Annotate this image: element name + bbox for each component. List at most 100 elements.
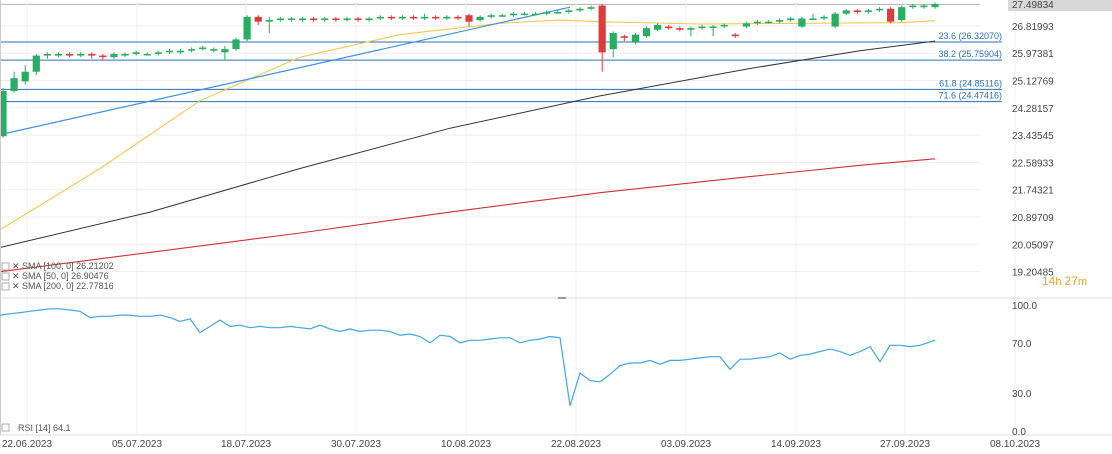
overlays: 14h 27m — [558, 274, 1087, 299]
rsi-tick-label: 30.0 — [1012, 389, 1032, 400]
candle-body — [398, 16, 407, 19]
candle-body — [421, 16, 429, 19]
candle-body — [132, 52, 140, 54]
last-price-box — [1008, 0, 1112, 11]
fib-level-label: 61.8 (24.85116) — [939, 78, 1002, 88]
date-tick-label: 10.08.2023 — [441, 439, 491, 450]
candle-body — [54, 53, 63, 56]
candle-body — [887, 8, 895, 22]
candle-body — [498, 15, 506, 17]
candle-body — [310, 18, 318, 21]
candle-body — [554, 12, 562, 14]
price-tick-label: 20.89709 — [1012, 213, 1054, 224]
rsi-tick-label: 100.0 — [1012, 301, 1037, 312]
candle-body — [920, 5, 928, 8]
candle-body — [387, 16, 395, 19]
price-tick-label: 26.81993 — [1012, 22, 1054, 33]
candle-body — [287, 18, 296, 20]
candle-body — [665, 26, 673, 29]
moving-averages — [0, 19, 936, 273]
panel-resize-handle — [558, 297, 566, 299]
date-tick-label: 08.10.2023 — [990, 439, 1040, 450]
indicator-legend-icon — [1, 262, 10, 271]
fib-level-label: 38.2 (25.75904) — [938, 49, 1002, 59]
candle-body — [77, 53, 85, 56]
price-tick-label: 22.58933 — [1012, 158, 1054, 169]
candle-body — [265, 20, 273, 22]
candle-body — [820, 16, 828, 19]
date-tick-label: 18.07.2023 — [221, 439, 271, 450]
candle-body — [487, 15, 495, 17]
fibonacci-levels: 23.6 (26.32070) 38.2 (25.75904) 61.8 (24.8… — [0, 31, 1002, 103]
candle-body — [543, 12, 551, 14]
candle-body — [376, 16, 384, 19]
fib-level-label: 23.6 (26.32070) — [938, 31, 1002, 41]
candle-body — [121, 53, 129, 56]
candle-body — [909, 5, 917, 8]
candle-body — [809, 18, 817, 20]
candle-body — [365, 18, 373, 21]
rsi-tick-label: 0.0 — [1012, 427, 1026, 438]
candle-body — [565, 10, 573, 13]
candle-body — [199, 47, 207, 50]
date-tick-label: 14.09.2023 — [771, 439, 821, 450]
candle-body — [731, 34, 739, 37]
candle-body — [875, 8, 884, 11]
candle-body — [609, 32, 617, 50]
candle-body — [432, 16, 440, 19]
price-tick-label: 24.28157 — [1012, 104, 1054, 115]
indicator-legend-icon — [1, 282, 10, 291]
candle-body — [65, 53, 74, 56]
candle-body — [798, 18, 806, 27]
candle-body — [631, 34, 640, 43]
candle-body — [831, 13, 839, 27]
candle-body — [232, 39, 240, 50]
sma-200-line — [0, 158, 936, 273]
price-tick-label: 23.43545 — [1012, 131, 1054, 142]
date-tick-label: 05.07.2023 — [112, 439, 162, 450]
indicator-legend-label: ✕ SMA [200, 0] 22.77816 — [12, 281, 114, 291]
price-tick-label: 21.74321 — [1012, 186, 1054, 197]
sma-100-line — [0, 40, 936, 248]
candle-body — [154, 52, 162, 54]
rsi-legend-label: RSI [14] 64.1 — [18, 423, 71, 433]
candle-body — [687, 28, 695, 30]
candle-body — [243, 16, 251, 40]
candle-body — [10, 78, 18, 92]
date-tick-label: 22.06.2023 — [2, 439, 52, 450]
candle-body — [276, 18, 284, 21]
candle-body — [931, 3, 939, 8]
countdown-timer: 14h 27m — [1042, 274, 1087, 288]
indicator-legend-label: ✕ SMA [50, 0] 26.90476 — [12, 271, 109, 281]
candle-body — [454, 16, 462, 19]
candle-body — [210, 49, 218, 51]
candle-body — [176, 50, 185, 53]
candle-body — [298, 18, 307, 21]
indicator-legend-label: ✕ SMA [100, 0] 26.21202 — [12, 261, 114, 271]
candle-body — [43, 53, 51, 56]
candle-body — [110, 53, 118, 58]
candle-body — [709, 26, 717, 29]
price-tick-label: 25.12769 — [1012, 76, 1054, 87]
candle-body — [321, 18, 329, 21]
candle-body — [742, 23, 750, 27]
candle-body — [143, 53, 151, 56]
candle-body — [642, 28, 651, 37]
candle-body — [587, 7, 595, 9]
candle-body — [842, 10, 850, 14]
candle-body — [32, 55, 40, 72]
candle-body — [476, 16, 484, 21]
indicator-legend: ✕ SMA [100, 0] 26.21202✕ SMA [50, 0] 26.… — [1, 261, 114, 291]
price-tick-label: 20.05097 — [1012, 240, 1054, 251]
candle-body — [853, 10, 861, 13]
candle-body — [576, 8, 584, 11]
candle-body — [720, 24, 728, 27]
candle-body — [221, 49, 229, 53]
candlesticks[interactable] — [0, 2, 939, 138]
candle-body — [753, 21, 762, 24]
candle-body — [764, 21, 773, 24]
price-tick-label: 27.49834 — [1012, 0, 1054, 11]
candle-body — [509, 13, 517, 16]
candle-body — [620, 36, 628, 38]
